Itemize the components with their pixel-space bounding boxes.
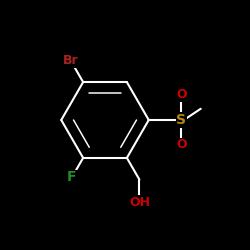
Text: S: S	[176, 113, 186, 127]
Text: O: O	[176, 138, 186, 151]
Text: F: F	[67, 170, 76, 184]
Text: O: O	[176, 88, 186, 102]
Text: Br: Br	[63, 54, 78, 67]
Text: OH: OH	[129, 196, 150, 208]
